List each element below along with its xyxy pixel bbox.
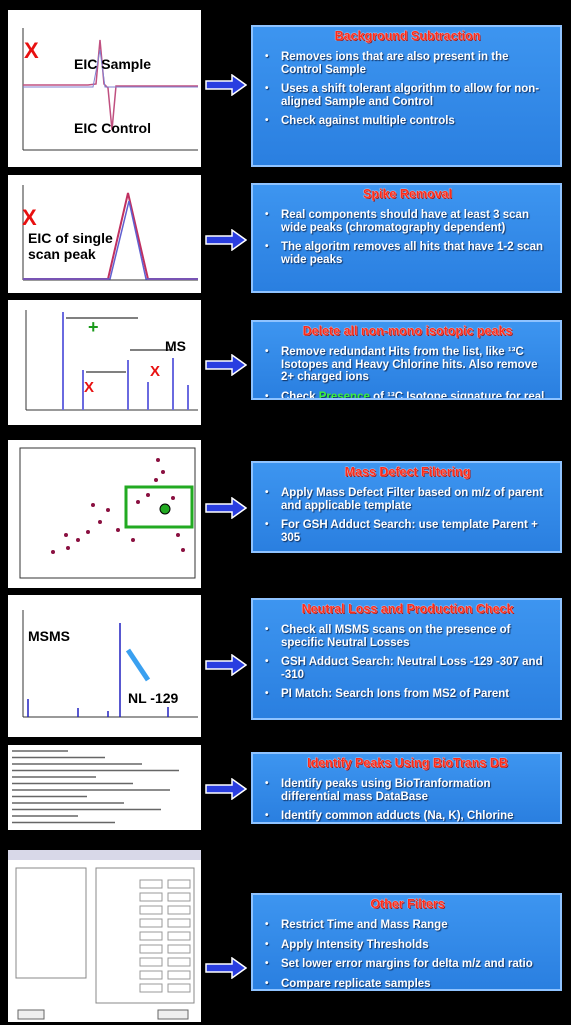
- image-label: X: [150, 364, 160, 379]
- bullet: Check Presence of ¹³C Isotope signature …: [263, 391, 552, 401]
- arrow: [205, 354, 247, 376]
- image-label: NL -129: [128, 690, 178, 706]
- image-label: EIC Control: [74, 120, 151, 136]
- bullet: For GSH Adduct Search: use template Pare…: [263, 519, 552, 544]
- image-label: +: [88, 318, 99, 336]
- bullet: Removes ions that are also present in th…: [263, 51, 552, 76]
- image-label: MSMS: [28, 628, 70, 644]
- thumbnail: [8, 745, 201, 830]
- thumbnail-drawing: [8, 10, 201, 167]
- box-title: Neutral Loss and Production Check: [263, 602, 552, 617]
- thumbnail: [8, 440, 201, 588]
- bullet: Real components should have at least 3 s…: [263, 209, 552, 234]
- box-title: Spike Removal: [263, 187, 552, 202]
- box-title: Background Subtraction: [263, 29, 552, 44]
- image-label: X: [84, 380, 94, 395]
- box-title: Mass Defect Filtering: [263, 465, 552, 480]
- bullet: Identify common adducts (Na, K), Chlorin…: [263, 810, 552, 824]
- thumbnail: [8, 10, 201, 167]
- thumbnail-drawing: [8, 440, 201, 588]
- thumbnail: [8, 850, 201, 1022]
- bullet: Check all MSMS scans on the presence of …: [263, 624, 552, 649]
- image-label: X: [22, 207, 37, 229]
- image-label: EIC of single scan peak: [28, 230, 118, 262]
- box-title: Delete all non-mono isotopic peaks: [263, 324, 552, 339]
- bullet-text: Presence: [319, 391, 370, 401]
- arrow: [205, 497, 247, 519]
- bullet: PI Match: Search Ions from MS2 of Parent: [263, 688, 552, 701]
- info-box: Background Subtraction Removes ions that …: [251, 25, 562, 167]
- box-title: Other Filters: [263, 897, 552, 912]
- info-box: Mass Defect Filtering Apply Mass Defect F…: [251, 461, 562, 553]
- bullet: Apply Mass Defect Filter based on m/z of…: [263, 487, 552, 512]
- bullet: Apply Intensity Thresholds: [263, 939, 552, 952]
- bullet: The algoritm removes all hits that have …: [263, 241, 552, 266]
- bullet: GSH Adduct Search: Neutral Loss -129 -30…: [263, 656, 552, 681]
- image-label: EIC Sample: [74, 56, 151, 72]
- box-title: Identify Peaks Using BioTrans DB: [263, 756, 552, 771]
- info-box: Spike Removal Real components should have…: [251, 183, 562, 293]
- bullet: Restrict Time and Mass Range: [263, 919, 552, 932]
- arrow: [205, 654, 247, 676]
- info-box: Other Filters Restrict Time and Mass Rang…: [251, 893, 562, 991]
- bullet: Identify peaks using BioTranformation di…: [263, 778, 552, 803]
- arrow: [205, 957, 247, 979]
- bullet: Remove redundant Hits from the list, lik…: [263, 346, 552, 384]
- thumbnail-drawing: [8, 850, 201, 1022]
- thumbnail: [8, 595, 201, 737]
- arrow: [205, 74, 247, 96]
- page: (() => { const data = JSON.parse(documen…: [0, 0, 571, 1025]
- bullet-text: Check: [281, 391, 319, 401]
- info-box: Identify Peaks Using BioTrans DB Identify…: [251, 752, 562, 824]
- bullet: Uses a shift tolerant algorithm to allow…: [263, 83, 552, 108]
- thumbnail-drawing: [8, 595, 201, 737]
- thumbnail-drawing: [8, 300, 201, 425]
- info-box: Delete all non-mono isotopic peaks Remove…: [251, 320, 562, 400]
- arrow: [205, 778, 247, 800]
- info-box: Neutral Loss and Production Check Check a…: [251, 598, 562, 720]
- image-label: X: [24, 40, 39, 62]
- bullet: Set lower error margins for delta m/z an…: [263, 958, 552, 971]
- thumbnail: [8, 300, 201, 425]
- bullet: Check against multiple controls: [263, 115, 552, 128]
- thumbnail-drawing: [8, 745, 201, 830]
- image-label: MS: [165, 338, 186, 354]
- arrow: [205, 229, 247, 251]
- bullet: Compare replicate samples: [263, 978, 552, 991]
